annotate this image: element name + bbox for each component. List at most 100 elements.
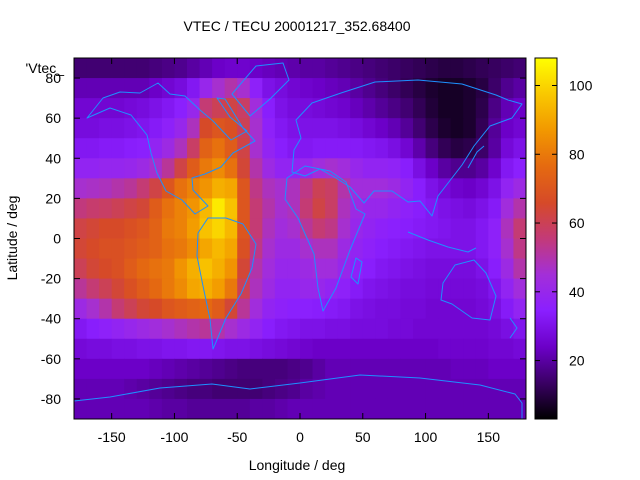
heatmap-cell <box>475 178 489 199</box>
heatmap-cell <box>312 338 326 360</box>
heatmap-cell <box>362 198 376 220</box>
heatmap-cell <box>312 218 326 240</box>
heatmap-cell <box>375 78 389 99</box>
heatmap-cell <box>375 138 389 159</box>
heatmap-cell <box>425 118 439 139</box>
heatmap-cell <box>438 118 452 139</box>
heatmap-cell <box>475 318 489 340</box>
heatmap-cell <box>136 218 150 240</box>
heatmap-cell <box>174 338 188 360</box>
heatmap-cell <box>262 258 276 280</box>
heatmap-cell <box>74 78 88 99</box>
heatmap-cell <box>237 298 251 320</box>
heatmap-cell <box>413 318 427 340</box>
heatmap-cell <box>174 318 188 340</box>
heatmap-cell <box>99 178 113 199</box>
heatmap-cell <box>224 138 238 159</box>
heatmap-cell <box>375 318 389 340</box>
heatmap-cell <box>74 378 88 400</box>
heatmap-cell <box>500 98 515 119</box>
heatmap-cell <box>111 278 125 300</box>
heatmap-cell <box>312 138 326 159</box>
heatmap-cell <box>212 138 226 159</box>
y-tick-label: 40 <box>45 150 61 166</box>
heatmap-cell <box>74 138 88 159</box>
heatmap-cell <box>187 198 201 220</box>
heatmap-cell <box>500 198 515 220</box>
heatmap-cell <box>475 278 489 300</box>
heatmap-cell <box>161 178 176 199</box>
heatmap-cell <box>300 338 314 360</box>
heatmap-cell <box>450 58 464 79</box>
colorbar-tick-label: 100 <box>569 78 593 94</box>
heatmap-cell <box>74 218 88 240</box>
heatmap-cell <box>287 258 301 280</box>
heatmap-cell <box>425 378 439 400</box>
heatmap-cell <box>513 338 526 360</box>
heatmap-cell <box>262 78 276 99</box>
y-tick-label: -20 <box>41 271 61 287</box>
heatmap-cell <box>86 278 100 300</box>
heatmap-cell <box>463 238 477 260</box>
heatmap-cell <box>312 58 326 79</box>
heatmap-cell <box>237 338 251 360</box>
heatmap-cell <box>362 98 376 119</box>
heatmap-cell <box>111 238 125 260</box>
heatmap-cell <box>74 258 88 280</box>
heatmap-cell <box>500 238 515 260</box>
heatmap-cell <box>362 278 376 300</box>
heatmap-cell <box>438 158 452 179</box>
heatmap-cell <box>362 78 376 99</box>
heatmap-cell <box>337 358 351 380</box>
heatmap-cell <box>262 298 276 320</box>
heatmap-cell <box>450 278 464 300</box>
heatmap-cell <box>438 138 452 159</box>
coastline-africa <box>284 165 366 312</box>
heatmap-cell <box>337 138 351 159</box>
heatmap-cell <box>99 118 113 139</box>
heatmap-cell <box>300 398 314 419</box>
heatmap-cell <box>413 218 427 240</box>
heatmap-cell <box>413 78 427 99</box>
heatmap-cell <box>350 298 364 320</box>
heatmap-cell <box>212 238 226 260</box>
heatmap-cell <box>475 158 489 179</box>
heatmap-cell <box>438 298 452 320</box>
heatmap-cell <box>488 218 502 240</box>
heatmap-cell <box>475 358 489 380</box>
heatmap-cell <box>337 78 351 99</box>
heatmap-cell <box>463 258 477 280</box>
heatmap-cell <box>111 298 125 320</box>
y-tick-label: -40 <box>41 311 61 327</box>
heatmap-cell <box>249 398 263 419</box>
heatmap-cell <box>262 158 276 179</box>
heatmap-cell <box>387 258 402 280</box>
heatmap-cell <box>300 58 314 79</box>
heatmap-cell <box>161 398 176 419</box>
heatmap-cell <box>136 158 150 179</box>
coastline-australia <box>440 259 497 321</box>
heatmap-cell <box>387 298 402 320</box>
heatmap-cell <box>312 398 326 419</box>
y-tick-label: 80 <box>45 70 61 86</box>
heatmap-cell <box>513 218 526 240</box>
heatmap-cell <box>500 118 515 139</box>
heatmap-cell <box>212 158 226 179</box>
heatmap-cell <box>149 338 163 360</box>
heatmap-cell <box>212 118 226 139</box>
heatmap-cell <box>450 358 464 380</box>
heatmap-cell <box>99 378 113 400</box>
coastline-south-america <box>196 217 257 350</box>
heatmap-cell <box>224 378 238 400</box>
heatmap-cell <box>124 178 138 199</box>
heatmap-cell <box>488 318 502 340</box>
heatmap-cell <box>300 78 314 99</box>
heatmap-cell <box>300 118 314 139</box>
heatmap-cell <box>312 178 326 199</box>
heatmap-cell <box>136 298 150 320</box>
heatmap-cell <box>199 218 213 240</box>
heatmap-cell <box>86 118 100 139</box>
heatmap-cell <box>174 358 188 380</box>
heatmap-cell <box>262 138 276 159</box>
heatmap-cell <box>224 338 238 360</box>
